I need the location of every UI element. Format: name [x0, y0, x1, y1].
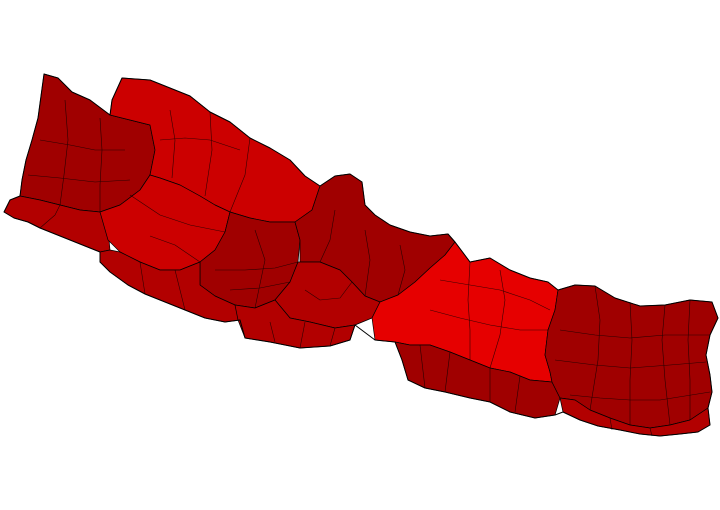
district-boundaries: [27, 99, 711, 437]
country-border: [3, 73, 719, 437]
district-regions: [3, 73, 719, 437]
